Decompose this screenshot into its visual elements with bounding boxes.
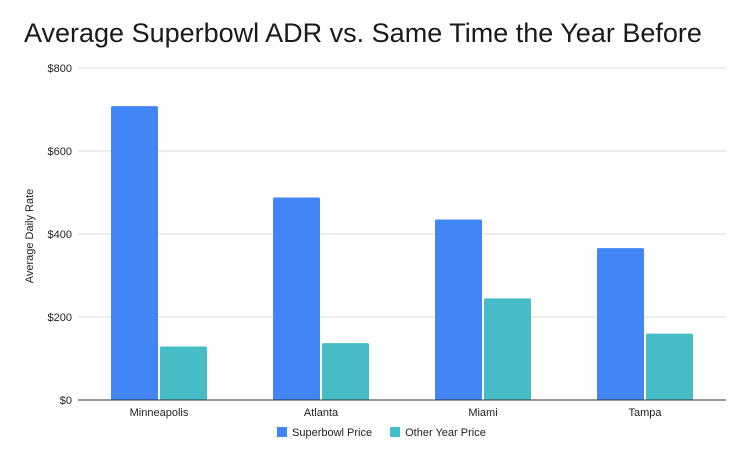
x-tick-labels: Minneapolis Atlanta Miami Tampa <box>130 407 663 419</box>
x-tick-label: Tampa <box>628 407 662 419</box>
y-tick-label: $800 <box>48 63 72 75</box>
bar-superbowl-price-minneapolis <box>111 106 158 401</box>
y-tick-labels: $0 $200 $400 $600 $800 <box>48 63 72 407</box>
bar-other-year-price-miami <box>484 298 531 400</box>
bar-superbowl-price-tampa <box>597 248 644 400</box>
legend: Superbowl Price Other Year Price <box>277 427 486 439</box>
y-tick-label: $200 <box>48 312 72 324</box>
chart-title: Average Superbowl ADR vs. Same Time the … <box>24 18 702 48</box>
y-tick-label: $600 <box>48 146 72 158</box>
bar-other-year-price-atlanta <box>322 343 369 400</box>
x-tick-label: Atlanta <box>304 407 339 419</box>
bar-other-year-price-minneapolis <box>160 346 207 400</box>
y-tick-label: $400 <box>48 229 72 241</box>
legend-item: Other Year Price <box>390 427 486 439</box>
bar-superbowl-price-atlanta <box>273 197 320 400</box>
legend-label: Other Year Price <box>405 427 486 439</box>
x-tick-label: Minneapolis <box>130 407 189 419</box>
bar-other-year-price-tampa <box>646 333 693 400</box>
y-tick-label: $0 <box>60 395 72 407</box>
bar-superbowl-price-miami <box>435 219 482 400</box>
legend-swatch <box>390 427 401 437</box>
x-tick-label: Miami <box>468 407 497 419</box>
bars <box>111 106 693 401</box>
y-axis-title: Average Daily Rate <box>24 189 36 284</box>
legend-label: Superbowl Price <box>292 427 372 439</box>
legend-item: Superbowl Price <box>277 427 372 439</box>
legend-swatch <box>277 427 287 437</box>
